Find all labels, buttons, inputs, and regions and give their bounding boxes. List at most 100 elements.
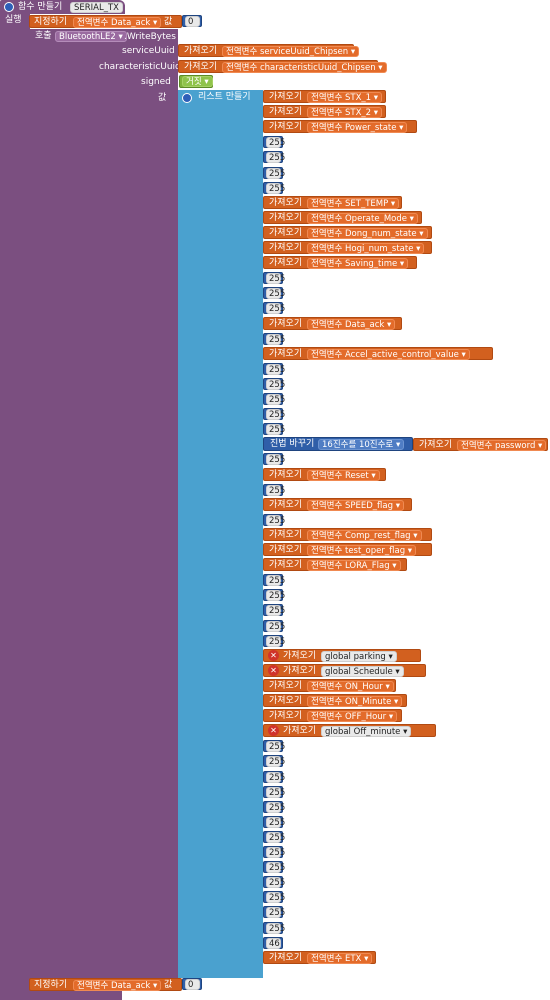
number-block[interactable]: 255 [263, 589, 285, 601]
number-field[interactable]: 0 [185, 979, 200, 990]
number-block[interactable]: 255 [263, 891, 285, 903]
call-writebytes-block[interactable] [30, 29, 178, 990]
number-block[interactable]: 255 [263, 831, 285, 843]
number-field[interactable]: 255 [266, 787, 285, 798]
get-characteristic-uuid[interactable]: 가져오기 전역변수 characteristicUuid_Chipsen ▾ [178, 60, 387, 73]
gear-icon[interactable] [4, 2, 14, 12]
get-variable-error[interactable]: ✕ 가져오기 global parking ▾ [263, 649, 421, 662]
variable-dropdown[interactable]: 전역변수 Dong_num_state ▾ [307, 228, 428, 239]
variable-dropdown[interactable]: 전역변수 Operate_Mode ▾ [307, 213, 418, 224]
variable-dropdown[interactable]: 전역변수 Power_state ▾ [307, 122, 408, 133]
procedure-name-field[interactable]: SERIAL_TX [70, 2, 123, 13]
number-block[interactable]: 255 [263, 302, 285, 314]
number-block[interactable]: 255 [263, 272, 285, 284]
number-block[interactable]: 255 [263, 453, 285, 465]
get-variable[interactable]: 가져오기 전역변수 Hogi_num_state ▾ [263, 241, 432, 254]
variable-dropdown[interactable]: 전역변수 ON_Hour ▾ [307, 681, 394, 692]
number-field[interactable]: 255 [266, 621, 285, 632]
get-variable[interactable]: 가져오기 전역변수 SET_TEMP ▾ [263, 196, 402, 209]
number-field[interactable]: 255 [266, 923, 285, 934]
number-block[interactable]: 255 [263, 574, 285, 586]
variable-dropdown[interactable]: 전역변수 Saving_time ▾ [307, 258, 409, 269]
get-variable[interactable]: 가져오기 전역변수 Operate_Mode ▾ [263, 211, 422, 224]
number-field[interactable]: 255 [266, 636, 285, 647]
number-block[interactable]: 255 [263, 378, 285, 390]
get-variable[interactable]: 가져오기 전역변수 test_oper_flag ▾ [263, 543, 432, 556]
number-block[interactable]: 0 [182, 978, 202, 990]
number-block[interactable]: 255 [263, 771, 285, 783]
component-dropdown[interactable]: BluetoothLE2 ▾ [55, 31, 127, 42]
number-block[interactable]: 255 [263, 906, 285, 918]
variable-dropdown[interactable]: 전역변수 characteristicUuid_Chipsen ▾ [222, 62, 387, 73]
number-field[interactable]: 255 [266, 379, 285, 390]
variable-dropdown[interactable]: global Schedule ▾ [321, 666, 404, 677]
variable-dropdown[interactable]: 전역변수 Accel_active_control_value ▾ [307, 349, 470, 360]
get-variable[interactable]: 가져오기 전역변수 Data_ack ▾ [263, 317, 402, 330]
number-block[interactable]: 255 [263, 363, 285, 375]
number-field[interactable]: 255 [266, 515, 285, 526]
number-field[interactable]: 255 [266, 409, 285, 420]
number-field[interactable]: 255 [266, 485, 285, 496]
number-field[interactable]: 255 [266, 847, 285, 858]
variable-dropdown[interactable]: 전역변수 LORA_Flag ▾ [307, 560, 401, 571]
number-block[interactable]: 255 [263, 393, 285, 405]
get-variable[interactable]: 가져오기 전역변수 OFF_Hour ▾ [263, 709, 402, 722]
variable-dropdown[interactable]: 전역변수 test_oper_flag ▾ [307, 545, 417, 556]
number-field[interactable]: 255 [266, 741, 285, 752]
variable-dropdown[interactable]: 전역변수 ON_Minute ▾ [307, 696, 403, 707]
number-field[interactable]: 255 [266, 756, 285, 767]
set-data-ack-bottom[interactable]: 지정하기 전역변수 Data_ack ▾ 값 [29, 978, 182, 991]
get-variable[interactable]: 가져오기 전역변수 STX_1 ▾ [263, 90, 386, 103]
number-field[interactable]: 255 [266, 907, 285, 918]
number-block[interactable]: 255 [263, 484, 285, 496]
number-field[interactable]: 255 [266, 303, 285, 314]
number-field[interactable]: 255 [266, 152, 285, 163]
get-variable[interactable]: 가져오기 전역변수 SPEED_flag ▾ [263, 498, 412, 511]
number-block[interactable]: 255 [263, 620, 285, 632]
get-variable[interactable]: 가져오기 전역변수 password ▾ [413, 438, 548, 451]
number-block[interactable]: 255 [263, 755, 285, 767]
get-variable[interactable]: 가져오기 전역변수 STX_2 ▾ [263, 105, 386, 118]
get-variable[interactable]: 가져오기 전역변수 Power_state ▾ [263, 120, 417, 133]
variable-dropdown[interactable]: 전역변수 Data_ack ▾ [73, 980, 162, 991]
variable-dropdown[interactable]: 전역변수 Reset ▾ [307, 470, 380, 481]
number-field[interactable]: 255 [266, 183, 285, 194]
number-field[interactable]: 255 [266, 364, 285, 375]
number-block[interactable]: 255 [263, 846, 285, 858]
make-list-block[interactable] [178, 90, 263, 978]
number-block[interactable]: 255 [263, 861, 285, 873]
set-data-ack-top[interactable]: 지정하기 전역변수 Data_ack ▾ 값 [29, 15, 182, 28]
variable-dropdown[interactable]: global parking ▾ [321, 651, 397, 662]
number-field[interactable]: 255 [266, 817, 285, 828]
number-block[interactable]: 46 [263, 937, 283, 949]
variable-dropdown[interactable]: 전역변수 STX_2 ▾ [307, 107, 383, 118]
number-field[interactable]: 255 [266, 288, 285, 299]
number-field[interactable]: 255 [266, 832, 285, 843]
get-variable[interactable]: 가져오기 전역변수 ON_Hour ▾ [263, 679, 396, 692]
number-field[interactable]: 255 [266, 862, 285, 873]
number-field[interactable]: 255 [266, 892, 285, 903]
get-variable-error[interactable]: ✕ 가져오기 global Off_minute ▾ [263, 724, 436, 737]
number-block[interactable]: 255 [263, 136, 285, 148]
number-block[interactable]: 255 [263, 786, 285, 798]
variable-dropdown[interactable]: 전역변수 password ▾ [457, 440, 547, 451]
variable-dropdown[interactable]: 전역변수 ETX ▾ [307, 953, 373, 964]
get-variable-error[interactable]: ✕ 가져오기 global Schedule ▾ [263, 664, 426, 677]
number-field[interactable]: 255 [266, 454, 285, 465]
number-field[interactable]: 0 [185, 16, 200, 27]
number-block[interactable]: 255 [263, 408, 285, 420]
boolean-dropdown[interactable]: 거짓 ▾ [182, 76, 213, 87]
number-field[interactable]: 255 [266, 273, 285, 284]
number-block[interactable]: 255 [263, 167, 285, 179]
number-field[interactable]: 255 [266, 877, 285, 888]
number-field[interactable]: 255 [266, 575, 285, 586]
number-field[interactable]: 255 [266, 137, 285, 148]
number-field[interactable]: 255 [266, 168, 285, 179]
number-block[interactable]: 255 [263, 151, 285, 163]
variable-dropdown[interactable]: 전역변수 SET_TEMP ▾ [307, 198, 400, 209]
number-field[interactable]: 46 [266, 938, 281, 949]
number-block[interactable]: 255 [263, 801, 285, 813]
number-field[interactable]: 255 [266, 424, 285, 435]
variable-dropdown[interactable]: 전역변수 OFF_Hour ▾ [307, 711, 398, 722]
gear-icon[interactable] [182, 93, 192, 103]
